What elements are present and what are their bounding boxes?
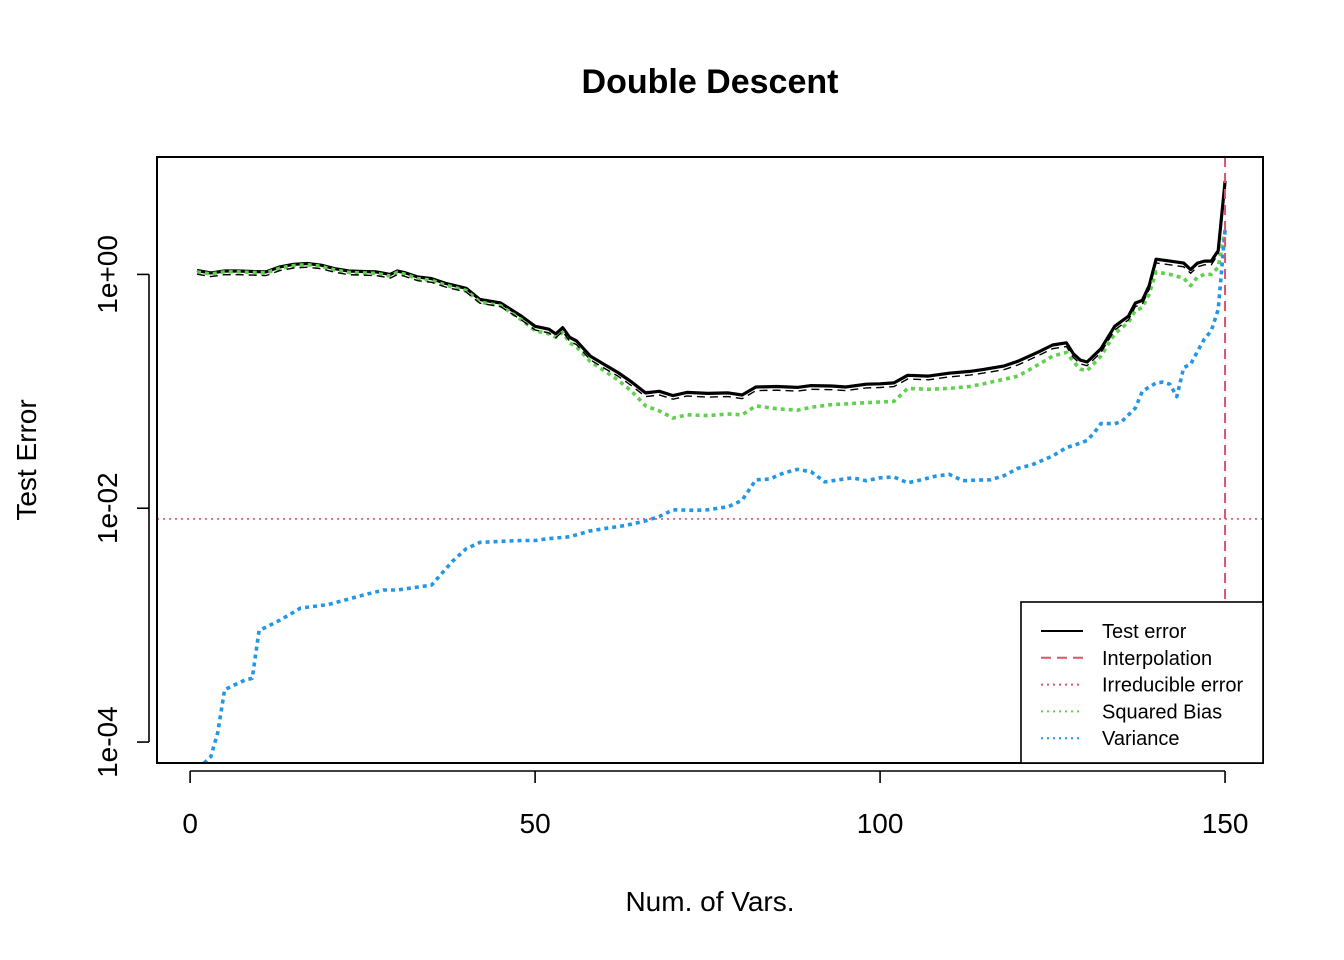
legend-box [1020,601,1264,764]
y-axis: 1e-04 1e-02 1e+00 [92,235,150,778]
legend-label-interpolation: Interpolation [1102,648,1212,670]
x-axis: 0 50 100 150 [182,770,1249,839]
x-axis-title: Num. of Vars. [625,886,794,917]
x-tick-label: 100 [857,808,904,839]
series-line-test-error [196,180,1227,398]
series-line-squared-bias [196,229,1227,420]
series-line-variance [202,229,1227,763]
legend: Test error Interpolation Irreducible error… [1020,601,1264,764]
y-tick-label: 1e-02 [92,472,123,544]
legend-label-variance: Variance [1102,728,1179,750]
legend-label-irreducible-error: Irreducible error [1102,675,1244,697]
y-axis-title: Test Error [11,399,42,520]
x-tick-label: 50 [520,808,551,839]
plot-frame [156,156,1264,764]
legend-label-squared-bias: Squared Bias [1102,701,1222,723]
y-tick-label: 1e-04 [92,706,123,778]
chart-title: Double Descent [582,63,839,101]
x-tick-label: 0 [182,808,198,839]
series-line-test-error-mean [196,184,1226,400]
legend-label-test-error: Test error [1102,621,1187,643]
y-tick-label: 1e+00 [92,235,123,314]
x-tick-label: 150 [1202,808,1249,839]
